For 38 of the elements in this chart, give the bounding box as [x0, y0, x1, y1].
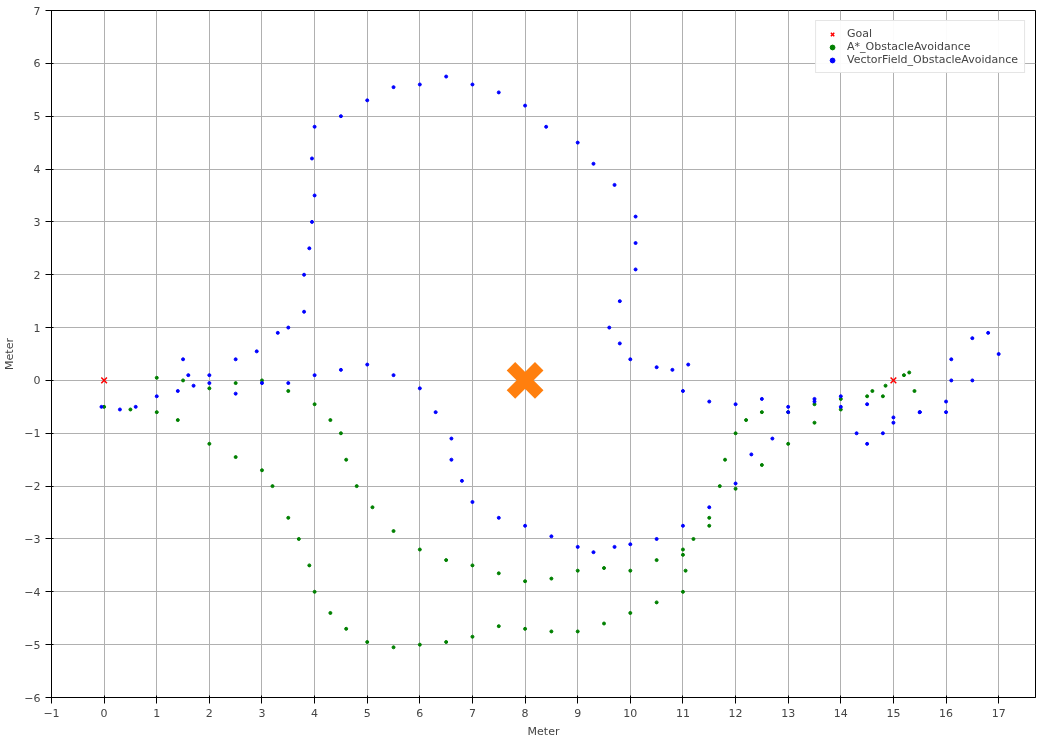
y-tick-label: 3 — [33, 215, 41, 229]
x-tick-label: 13 — [781, 706, 796, 720]
x-tick-label: 6 — [416, 706, 424, 720]
y-tick-label: 1 — [33, 321, 41, 335]
y-tick-label: 4 — [33, 163, 41, 177]
x-tick-label: 2 — [205, 706, 213, 720]
y-tick-label: −2 — [24, 480, 41, 494]
x-tick-label: 3 — [258, 706, 266, 720]
x-tick-label: 7 — [468, 706, 476, 720]
legend-label: Goal — [847, 27, 873, 40]
x-tick-label: 0 — [100, 706, 108, 720]
y-tick-label: 2 — [33, 268, 41, 282]
y-tick-label: −5 — [24, 638, 41, 652]
x-tick-label: 12 — [728, 706, 743, 720]
x-tick-label: 10 — [623, 706, 638, 720]
x-tick-label: 8 — [521, 706, 529, 720]
y-tick-label: −4 — [24, 585, 41, 599]
x-tick-label: 5 — [363, 706, 371, 720]
legend-label: A*_ObstacleAvoidance — [847, 40, 971, 53]
x-tick-label: 17 — [991, 706, 1006, 720]
x-tick-label: 15 — [886, 706, 901, 720]
y-tick-label: 7 — [33, 4, 41, 18]
x-tick-label: 16 — [939, 706, 954, 720]
legend-label: VectorField_ObstacleAvoidance — [847, 53, 1018, 66]
y-tick-label: 6 — [33, 57, 41, 71]
x-tick-label: 1 — [153, 706, 161, 720]
y-tick-label: 5 — [33, 110, 41, 124]
x-tick-label: −1 — [43, 706, 60, 720]
y-tick-label: −1 — [24, 427, 41, 441]
y-tick-label: −6 — [24, 691, 41, 705]
y-tick-label: −3 — [24, 532, 41, 546]
x-tick-label: 4 — [311, 706, 319, 720]
x-tick-label: 14 — [833, 706, 848, 720]
y-tick-label: 0 — [33, 374, 41, 388]
x-tick-label: 11 — [675, 706, 690, 720]
x-axis-title: Meter — [527, 724, 560, 738]
y-axis-title: Meter — [3, 337, 17, 370]
x-tick-label: 9 — [574, 706, 582, 720]
